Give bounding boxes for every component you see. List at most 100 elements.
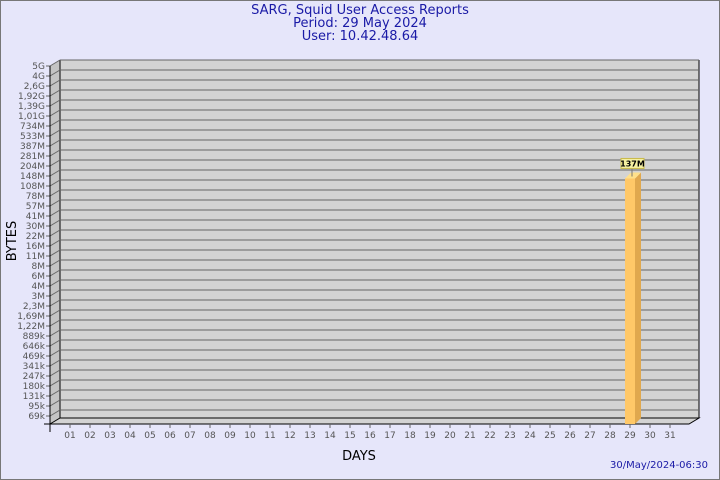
y-tick-slant [49, 209, 61, 217]
y-tick-label: 95k [28, 402, 45, 412]
y-tick-slant [49, 289, 61, 297]
y-tick-label: 533M [20, 132, 45, 142]
y-tick-slant [49, 119, 61, 127]
x-tick-label: 22 [484, 431, 495, 441]
y-tick-label: 131k [23, 392, 46, 402]
y-tick-label: 41M [26, 212, 45, 222]
plot-floor [48, 417, 701, 425]
y-tick-label: 5G [32, 62, 45, 72]
y-tick-slant [49, 379, 61, 387]
y-tick-slant [49, 389, 61, 397]
bar-front [625, 178, 635, 424]
y-tick-label: 30M [26, 222, 45, 232]
y-tick-slant [49, 149, 61, 157]
x-tick-label: 31 [664, 431, 675, 441]
x-tick-label: 09 [224, 431, 236, 441]
x-tick-label: 07 [184, 431, 195, 441]
y-tick-slant [49, 339, 61, 347]
y-tick-slant [49, 269, 61, 277]
y-tick-label: 469k [23, 352, 46, 362]
x-tick-label: 29 [624, 431, 636, 441]
y-tick-slant [49, 409, 61, 417]
y-tick-label: 22M [26, 232, 45, 242]
y-tick-label: 16M [26, 242, 45, 252]
y-tick-slant [49, 259, 61, 267]
y-tick-slant [49, 239, 61, 247]
y-tick-slant [49, 59, 61, 67]
y-tick-label: 11M [26, 252, 45, 262]
y-tick-label: 1,22M [17, 322, 45, 332]
y-tick-label: 889k [23, 332, 46, 342]
x-tick-label: 18 [404, 431, 416, 441]
x-tick-label: 16 [364, 431, 376, 441]
x-tick-label: 02 [84, 431, 95, 441]
y-tick-slant [49, 279, 61, 287]
y-tick-slant [49, 159, 61, 167]
y-tick-label: 57M [26, 202, 45, 212]
y-tick-label: 2,3M [23, 302, 45, 312]
y-tick-label: 148M [20, 172, 45, 182]
x-tick-label: 20 [444, 431, 456, 441]
y-axis-label: BYTES [5, 221, 20, 262]
y-tick-slant [49, 369, 61, 377]
y-tick-label: 387M [20, 142, 45, 152]
x-axis-label: DAYS [342, 449, 376, 464]
y-tick-slant [49, 139, 61, 147]
x-tick-label: 30 [644, 431, 656, 441]
y-tick-label: 4G [32, 72, 45, 82]
y-tick-label: 734M [20, 122, 45, 132]
x-tick-label: 25 [544, 431, 555, 441]
y-tick-label: 646k [23, 342, 46, 352]
bar-side [635, 172, 641, 424]
y-tick-label: 3M [32, 292, 46, 302]
y-tick-slant [49, 189, 61, 197]
x-tick-label: 26 [564, 431, 576, 441]
y-tick-slant [49, 89, 61, 97]
x-tick-label: 19 [424, 431, 436, 441]
x-tick-label: 15 [344, 431, 355, 441]
x-tick-label: 14 [324, 431, 336, 441]
x-tick-label: 23 [504, 431, 515, 441]
y-tick-slant [49, 129, 61, 137]
y-tick-slant [49, 319, 61, 327]
y-tick-slant [49, 179, 61, 187]
y-tick-slant [49, 79, 61, 87]
y-tick-label: 78M [26, 192, 45, 202]
y-tick-slant [49, 109, 61, 117]
data-label: 137M [620, 159, 645, 168]
y-tick-label: 8M [32, 262, 46, 272]
y-tick-slant [49, 199, 61, 207]
y-tick-slant [49, 329, 61, 337]
x-tick-label: 24 [524, 431, 536, 441]
x-tick-label: 12 [284, 431, 295, 441]
y-tick-label: 247k [23, 372, 46, 382]
y-tick-slant [49, 169, 61, 177]
y-tick-slant [49, 249, 61, 257]
y-tick-slant [49, 229, 61, 237]
chart-period: Period: 29 May 2024 [293, 16, 427, 31]
y-tick-label: 1,92G [18, 92, 45, 102]
generated-timestamp: 30/May/2024-06:30 [609, 460, 708, 471]
chart-user: User: 10.42.48.64 [301, 29, 419, 44]
y-tick-label: 4M [32, 282, 46, 292]
x-tick-label: 10 [244, 431, 256, 441]
y-tick-slant [49, 399, 61, 407]
y-tick-slant [49, 359, 61, 367]
y-tick-slant [49, 299, 61, 307]
x-tick-label: 06 [164, 431, 176, 441]
x-tick-label: 21 [464, 431, 475, 441]
y-tick-label: 108M [20, 182, 45, 192]
data-label-box [620, 157, 645, 169]
x-tick-label: 27 [584, 431, 595, 441]
y-tick-label: 1,39G [18, 102, 45, 112]
chart-title: SARG, Squid User Access Reports [251, 3, 469, 18]
x-tick-label: 01 [64, 431, 75, 441]
y-tick-label: 6M [32, 272, 46, 282]
y-tick-label: 1,69M [17, 312, 45, 322]
x-tick-label: 28 [604, 431, 616, 441]
y-tick-slant [49, 349, 61, 357]
x-tick-label: 13 [304, 431, 315, 441]
x-tick-label: 11 [264, 431, 275, 441]
y-tick-label: 341k [23, 362, 46, 372]
